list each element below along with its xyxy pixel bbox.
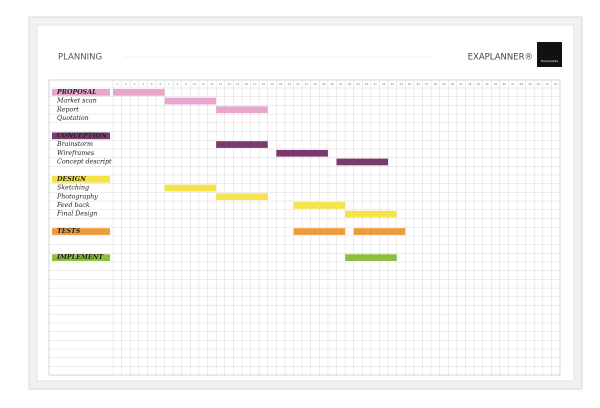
task-label: Sketching	[57, 185, 89, 192]
column-number: 22	[296, 82, 300, 86]
column-number: 51	[545, 82, 549, 86]
column-number: 39	[442, 82, 446, 86]
column-number: 31	[374, 82, 378, 86]
section-label: TESTS	[57, 228, 81, 235]
column-number: 27	[339, 82, 343, 86]
task-label: Market scan	[56, 98, 97, 105]
column-number: 5	[151, 82, 153, 86]
section-tag	[52, 176, 110, 183]
column-number: 1	[116, 82, 118, 86]
column-number: 42	[468, 82, 472, 86]
column-number: 40	[451, 82, 455, 86]
column-number: 32	[382, 82, 386, 86]
grid: 1 2 3 4 5 6 7 8 9 10 11 12 13 14 15 16 17 18 19 20 21 22 23 24 2…	[48, 79, 561, 376]
section-tag	[52, 89, 110, 96]
task-bar	[216, 141, 268, 148]
column-number: 18	[262, 82, 266, 86]
column-number: 38	[434, 82, 438, 86]
section-label: DESIGN	[56, 176, 86, 183]
column-number: 26	[331, 82, 335, 86]
column-number: 48	[520, 82, 524, 86]
column-number: 35	[408, 82, 412, 86]
column-number: 44	[485, 82, 489, 86]
section-label: IMPLEMENT	[56, 254, 104, 261]
task-label: Quotation	[57, 115, 89, 122]
column-number: 36	[417, 82, 421, 86]
task-bar	[345, 210, 397, 218]
column-number: 20	[279, 82, 283, 86]
task-bar	[276, 149, 328, 157]
column-number: 14	[227, 82, 231, 86]
column-number: 17	[253, 82, 257, 86]
task-bar	[164, 97, 217, 105]
column-number: 30	[365, 82, 369, 86]
section-tag	[52, 132, 110, 140]
column-number: 34	[399, 82, 403, 86]
column-number: 12	[210, 82, 214, 86]
task-bar	[353, 228, 406, 235]
task-label: Photography	[56, 193, 98, 200]
task-label: Report	[56, 106, 79, 113]
column-number: 33	[391, 82, 395, 86]
task-bar	[336, 158, 389, 166]
logo-text: Exacompta	[541, 59, 558, 63]
column-number: 6	[159, 82, 161, 86]
task-label: Concept descript	[57, 158, 112, 165]
column-number: 4	[142, 82, 144, 86]
column-number: 2	[125, 82, 127, 86]
task-bar	[293, 228, 346, 235]
column-number: 3	[134, 82, 136, 86]
column-number: 50	[537, 82, 541, 86]
grid-bg	[48, 79, 561, 376]
task-label: Brainstorm	[56, 141, 93, 148]
task-label: Final Design	[56, 211, 97, 218]
column-number: 21	[288, 82, 292, 86]
column-number: 46	[502, 82, 506, 86]
column-number: 10	[193, 82, 197, 86]
task-bar	[216, 193, 268, 201]
column-number: 45	[494, 82, 498, 86]
column-number: 25	[322, 82, 326, 86]
column-number: 8	[177, 82, 179, 86]
brand: EXAPLANNER®	[468, 53, 533, 63]
section-label: PROPOSAL	[56, 89, 97, 96]
column-number: 47	[511, 82, 515, 86]
column-number: 52	[554, 82, 558, 86]
column-number: 15	[236, 82, 240, 86]
column-number: 9	[185, 82, 187, 86]
column-number: 13	[219, 82, 223, 86]
section-tag	[52, 228, 110, 235]
task-label: Feed back	[56, 202, 90, 209]
column-number: 29	[356, 82, 360, 86]
column-number: 41	[459, 82, 463, 86]
column-number: 28	[348, 82, 352, 86]
task-bar	[345, 254, 397, 261]
title: PLANNING	[58, 53, 102, 63]
section-label: CONCEPTION	[57, 132, 107, 139]
column-number: 37	[425, 82, 429, 86]
section-tag	[52, 254, 110, 261]
task-bar	[164, 184, 217, 192]
task-label: Wireframes	[57, 150, 95, 157]
column-number: 49	[528, 82, 532, 86]
column-number: 23	[305, 82, 309, 86]
column-number: 11	[202, 82, 206, 86]
column-number: 7	[168, 82, 170, 86]
column-number: 24	[313, 82, 317, 86]
column-number: 43	[477, 82, 481, 86]
task-bar	[293, 202, 346, 209]
logo	[537, 42, 562, 67]
task-bar	[113, 89, 165, 96]
task-bar	[216, 106, 268, 114]
column-number: 19	[270, 82, 274, 86]
column-number: 16	[245, 82, 249, 86]
